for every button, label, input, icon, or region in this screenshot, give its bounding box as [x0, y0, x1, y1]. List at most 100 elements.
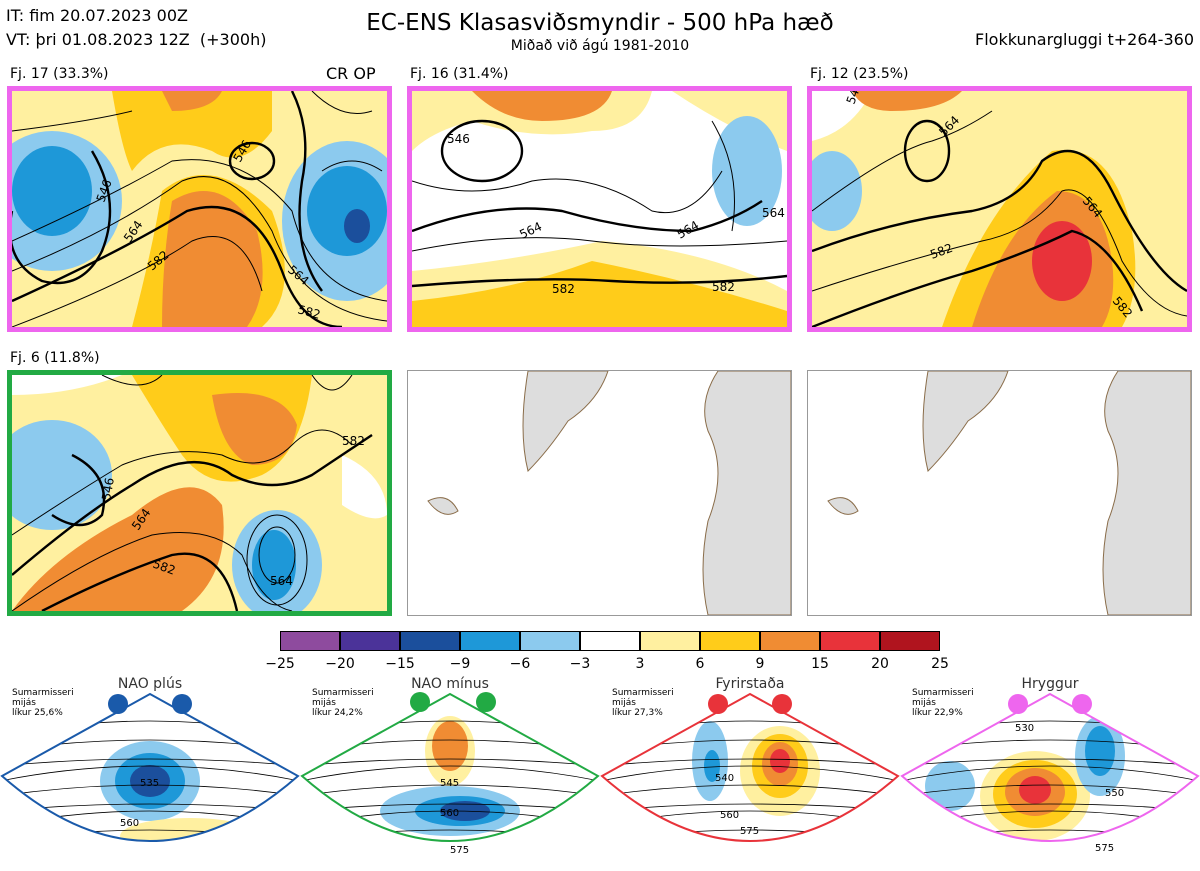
regime-contour-label: 540 — [715, 773, 734, 784]
height-contour — [2, 758, 298, 767]
colorbar-tick-label: 3 — [635, 656, 645, 672]
colorbar-tick-label: −3 — [569, 656, 591, 672]
cluster-map-1: 546 564 582 546 564 582 — [7, 86, 392, 332]
colorbar-tick-label: 20 — [871, 656, 889, 672]
colorbar-tick-label: −6 — [509, 656, 531, 672]
regime-contour-label: 535 — [140, 778, 159, 789]
regime-frame — [600, 692, 900, 842]
height-contour — [602, 720, 898, 737]
height-contour — [302, 758, 598, 767]
colorbar-segment — [700, 631, 760, 651]
init-time: IT: fim 20.07.2023 00Z — [6, 6, 188, 25]
colorbar-segment — [400, 631, 460, 651]
colorbar-tick-label: 9 — [755, 656, 765, 672]
colorbar-segment — [460, 631, 520, 651]
regime-contour-label: 560 — [120, 818, 139, 829]
anomaly-area — [1030, 851, 1060, 861]
regime-title: NAO mínus — [411, 676, 489, 692]
regime-info-line: mijás — [12, 698, 36, 708]
regime-contour-label: 545 — [440, 778, 459, 789]
chart-subtitle: Miðað við ágú 1981-2010 — [510, 38, 690, 54]
regime-contour-label: 530 — [1015, 723, 1034, 734]
contour-label: 546 — [447, 132, 470, 146]
regime-info-line: Sumarmisseri — [312, 688, 374, 698]
anomaly-area — [770, 749, 790, 773]
height-contour — [602, 810, 898, 827]
colorbar-segment — [580, 631, 640, 651]
regime-info-line: líkur 27,3% — [612, 708, 663, 718]
regime-info-line: Sumarmisseri — [12, 688, 74, 698]
regime-contour-label: 560 — [440, 808, 459, 819]
height-contour — [302, 765, 598, 782]
regime-marker-dot — [1008, 694, 1028, 714]
contour-label: 582 — [342, 434, 365, 448]
colorbar-tick-label: 6 — [695, 656, 705, 672]
regime-info: Sumarmisseri mijás líkur 25,6% — [12, 688, 74, 718]
cluster-map-2: 546 564 582 564 582 564 — [407, 86, 792, 332]
contour-label: 582 — [552, 282, 575, 296]
panel-label-3: Fj. 12 (23.5%) — [810, 66, 909, 82]
window-label: Flokkunargluggi t+264-360 — [975, 30, 1194, 49]
colorbar-segment — [280, 631, 340, 651]
height-contour — [2, 784, 298, 797]
regime-info-line: líkur 25,6% — [12, 708, 63, 718]
regime-info: Sumarmisseri mijás líkur 22,9% — [912, 688, 974, 718]
regime-contour-label: 560 — [720, 810, 739, 821]
regime-info-line: Sumarmisseri — [912, 688, 974, 698]
panel-label-2: Fj. 16 (31.4%) — [410, 66, 509, 82]
height-contour — [2, 765, 298, 782]
contour-label: 582 — [296, 302, 322, 321]
cluster-map-3: 546 564 582 564 582 — [807, 86, 1192, 332]
anomaly-area — [1019, 776, 1051, 804]
regime-marker-dot — [708, 694, 728, 714]
anomaly-area — [1085, 726, 1115, 776]
regime-marker-dot — [772, 694, 792, 714]
regime-contour-label: 550 — [1105, 788, 1124, 799]
height-contour — [902, 758, 1198, 767]
colorbar-segment — [340, 631, 400, 651]
anomaly-area — [925, 761, 975, 811]
regime-map: 535 560 — [0, 692, 300, 842]
cluster-map-4: 546 564 582 564 582 — [7, 370, 392, 616]
regime-info-line: líkur 24,2% — [312, 708, 363, 718]
colorbar-tick-label: −15 — [385, 656, 415, 672]
regime-frame — [0, 692, 300, 842]
regime-marker-dot — [172, 694, 192, 714]
height-contour — [602, 765, 898, 782]
panel-tag-1: CR OP — [326, 64, 376, 83]
colorbar — [280, 631, 940, 651]
panel-label-1: Fj. 17 (33.3%) — [10, 66, 109, 82]
regime-title: Fyrirstaða — [715, 676, 785, 692]
regime-frame — [300, 692, 600, 842]
colorbar-segment — [880, 631, 940, 651]
contour-label: 546 — [99, 477, 117, 502]
height-contour — [902, 765, 1198, 782]
regime-contour-label: 575 — [740, 826, 759, 837]
regime-marker-dot — [108, 694, 128, 714]
colorbar-tick-label: −25 — [265, 656, 295, 672]
contour-label: 582 — [712, 280, 735, 294]
regime-title: NAO plús — [117, 676, 183, 692]
height-contour — [302, 784, 598, 797]
regime-title: Hryggur — [1021, 676, 1079, 692]
regime-marker-dot — [410, 692, 430, 712]
anomaly-area — [704, 750, 720, 782]
colorbar-segment — [640, 631, 700, 651]
height-contour — [602, 784, 898, 797]
empty-map-6 — [807, 370, 1192, 616]
height-contour — [902, 784, 1198, 797]
chart-title: EC-ENS Klasasviðsmyndir - 500 hPa hæð — [366, 10, 834, 36]
colorbar-segment — [760, 631, 820, 651]
anomaly-area — [130, 765, 170, 797]
regime-info: Sumarmisseri mijás líkur 27,3% — [612, 688, 674, 718]
height-contour — [902, 739, 1198, 752]
regime-contour-label: 575 — [450, 845, 469, 856]
regime-marker-dot — [476, 692, 496, 712]
regime-info-line: mijás — [312, 698, 336, 708]
height-contour — [900, 849, 1200, 856]
colorbar-tick-label: 15 — [811, 656, 829, 672]
height-contour — [600, 849, 900, 856]
regime-info-line: líkur 22,9% — [912, 708, 963, 718]
empty-map-5 — [407, 370, 792, 616]
